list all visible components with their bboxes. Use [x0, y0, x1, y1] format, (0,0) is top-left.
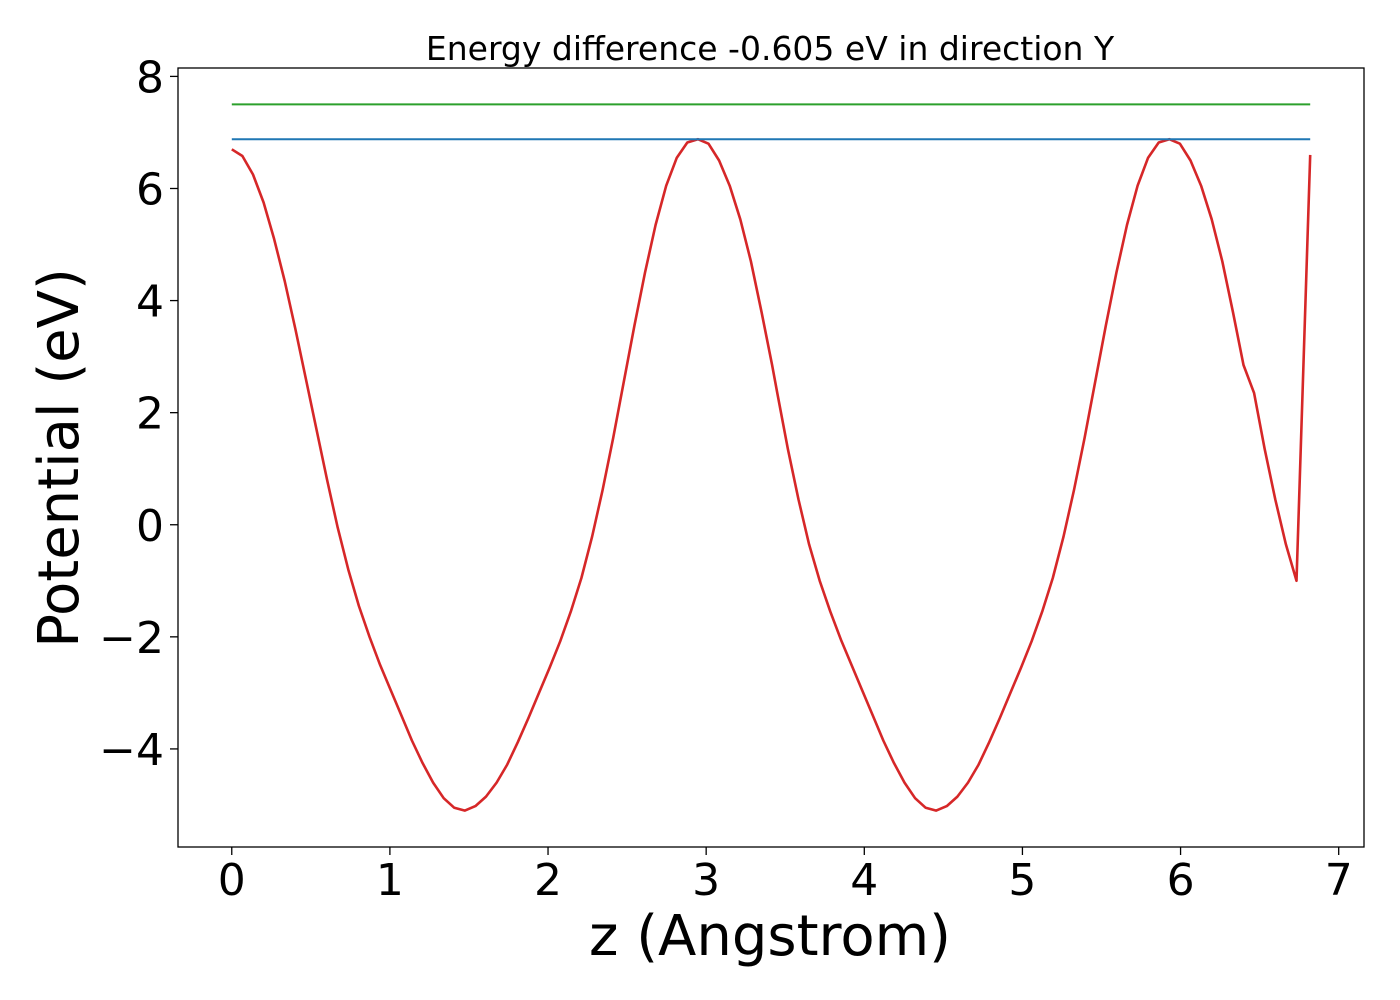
y-axis-label: Potential (eV) — [27, 268, 92, 648]
x-tick-label: 7 — [1325, 855, 1353, 906]
series-layer — [231, 103, 1312, 812]
y-tick-label: −4 — [99, 725, 164, 776]
x-tick-label: 0 — [218, 855, 246, 906]
plot-area — [177, 67, 1365, 848]
x-tick-label: 1 — [376, 855, 404, 906]
x-tick-label: 6 — [1167, 855, 1195, 906]
y-tick-label: 2 — [136, 389, 164, 440]
x-tick-label: 2 — [534, 855, 562, 906]
x-axis-label: z (Angstrom) — [589, 904, 951, 969]
y-tick-label: 0 — [136, 501, 164, 552]
y-tick-label: 8 — [136, 52, 164, 103]
y-axis: −4 −2 0 2 4 6 8 — [99, 52, 178, 776]
y-tick-label: −2 — [99, 613, 164, 664]
x-tick-label: 5 — [1008, 855, 1036, 906]
x-tick-label: 4 — [850, 855, 878, 906]
y-tick-label: 4 — [136, 277, 164, 328]
chart-title: Energy difference -0.605 eV in direction… — [426, 29, 1115, 68]
x-tick-label: 3 — [692, 855, 720, 906]
y-tick-label: 6 — [136, 164, 164, 215]
series-line-1 — [231, 137, 1312, 812]
x-axis: 0 1 2 3 4 5 6 7 — [218, 847, 1353, 906]
